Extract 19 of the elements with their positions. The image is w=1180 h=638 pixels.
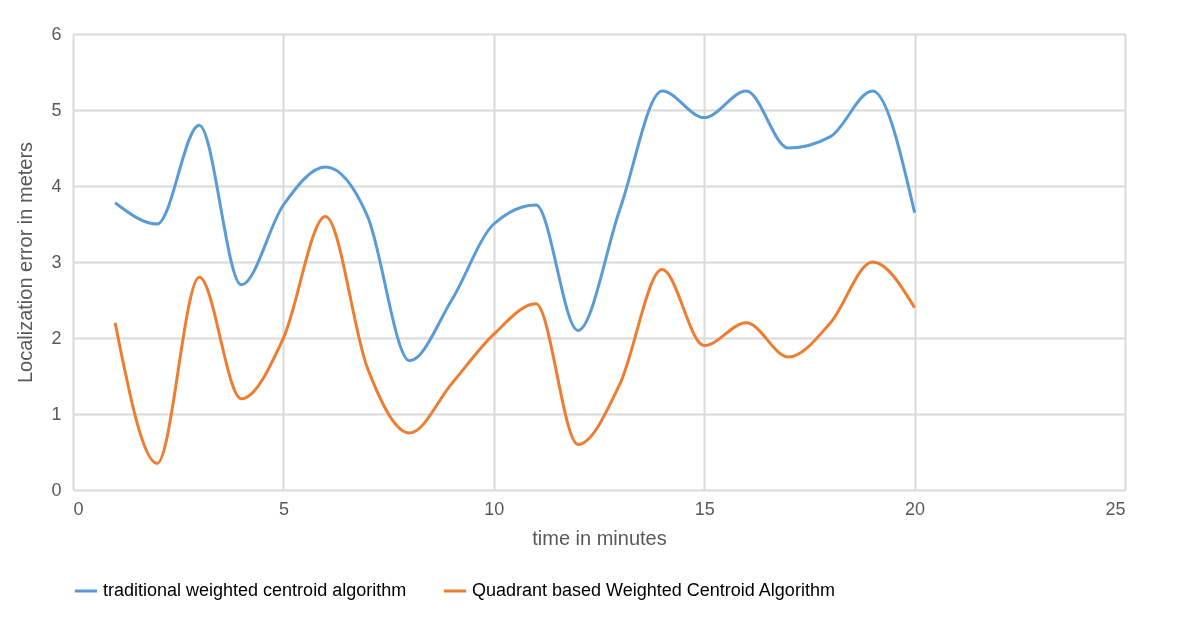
x-tick-label: 0 [73,498,84,519]
x-tick-label: 15 [694,498,715,519]
y-tick-label: 1 [51,403,62,424]
x-tick-label: 10 [484,498,505,519]
x-tick-label: 20 [905,498,926,519]
y-tick-label: 0 [51,479,62,500]
y-tick-label: 5 [51,99,62,120]
x-tick-label: 25 [1105,498,1126,519]
x-tick-label: 5 [278,498,289,519]
y-axis-title: Localization error in meters [14,141,37,384]
y-tick-label: 3 [51,251,62,272]
y-tick-label: 2 [51,327,62,348]
y-tick-label: 6 [51,23,62,44]
y-tick-label: 4 [51,175,62,196]
legend-label: traditional weighted centroid algorithm [103,580,407,600]
x-axis-title: time in minutes [532,526,667,549]
line-series [113,214,917,465]
legend-label: Quadrant based Weighted Centroid Algorithm [472,580,835,600]
line-series [113,89,917,363]
